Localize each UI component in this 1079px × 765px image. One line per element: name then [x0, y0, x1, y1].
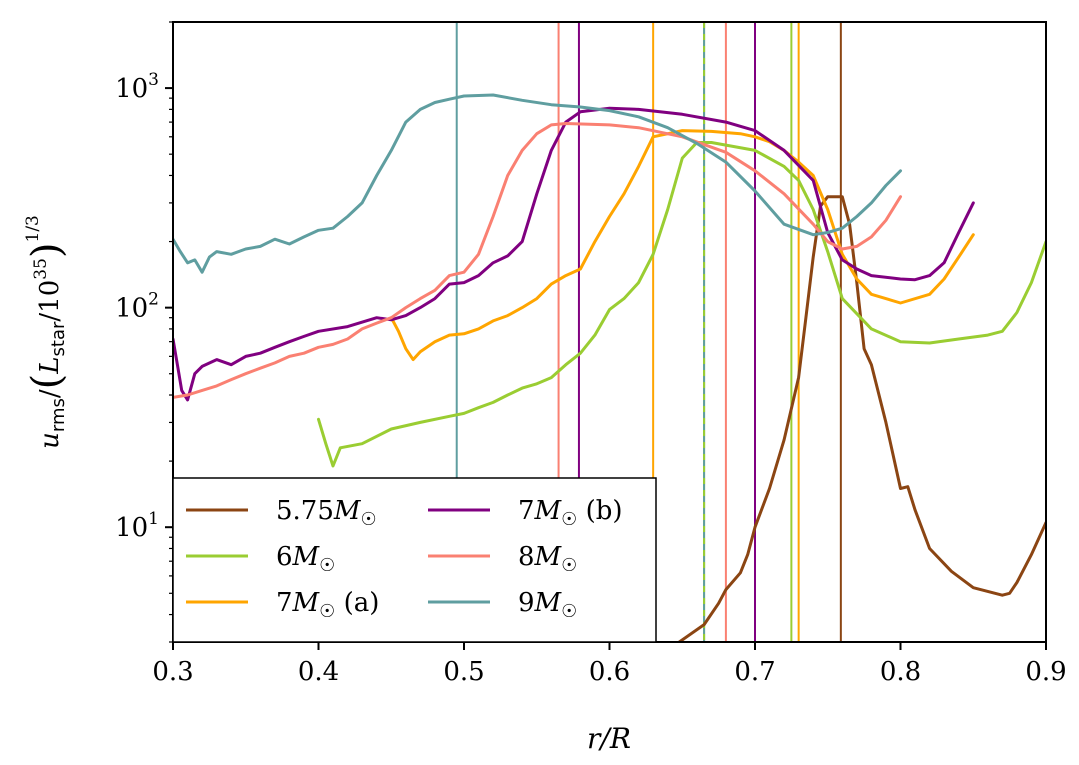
- x-tick-label-3: 0.6: [589, 657, 630, 687]
- series-lines: [173, 93, 1046, 642]
- legend-label-5: 9M☉: [518, 588, 577, 622]
- legend-box: [172, 477, 657, 643]
- series-line-5: [173, 93, 902, 274]
- legend-label-4: 8M☉: [518, 542, 577, 576]
- series-line-1: [317, 141, 1046, 468]
- x-tick-label-4: 0.7: [734, 657, 775, 687]
- y-tick-label-0: 101: [115, 509, 159, 543]
- x-axis-title: r/R: [587, 722, 631, 755]
- legend: 5.75M☉ 6M☉ 7M☉ (a) 7M☉ (b) 8M☉ 9M☉: [172, 477, 657, 643]
- series-line-2: [389, 129, 975, 362]
- y-axis-title: urms/(Lstar/1035)1/3: [23, 215, 70, 449]
- y-tick-label-1: 102: [115, 290, 159, 324]
- x-tick-label-1: 0.4: [298, 657, 339, 687]
- legend-label-3: 7M☉ (b): [518, 496, 623, 530]
- y-axis: 101 102 103: [115, 21, 173, 643]
- legend-label-2: 7M☉ (a): [276, 588, 379, 622]
- series-line-4: [173, 122, 902, 399]
- series-line-3: [173, 106, 975, 402]
- svg-text:urms/(Lstar/1035)1/3: urms/(Lstar/1035)1/3: [23, 215, 70, 449]
- legend-label-0: 5.75M☉: [276, 496, 377, 530]
- legend-label-1: 6M☉: [276, 542, 335, 576]
- x-tick-label-6: 0.9: [1025, 657, 1066, 687]
- y-tick-label-2: 103: [115, 70, 159, 104]
- x-tick-label-0: 0.3: [152, 657, 193, 687]
- x-tick-label-2: 0.5: [443, 657, 484, 687]
- x-tick-label-5: 0.8: [880, 657, 921, 687]
- x-axis: 0.3 0.4 0.5 0.6 0.7 0.8 0.9: [152, 642, 1067, 687]
